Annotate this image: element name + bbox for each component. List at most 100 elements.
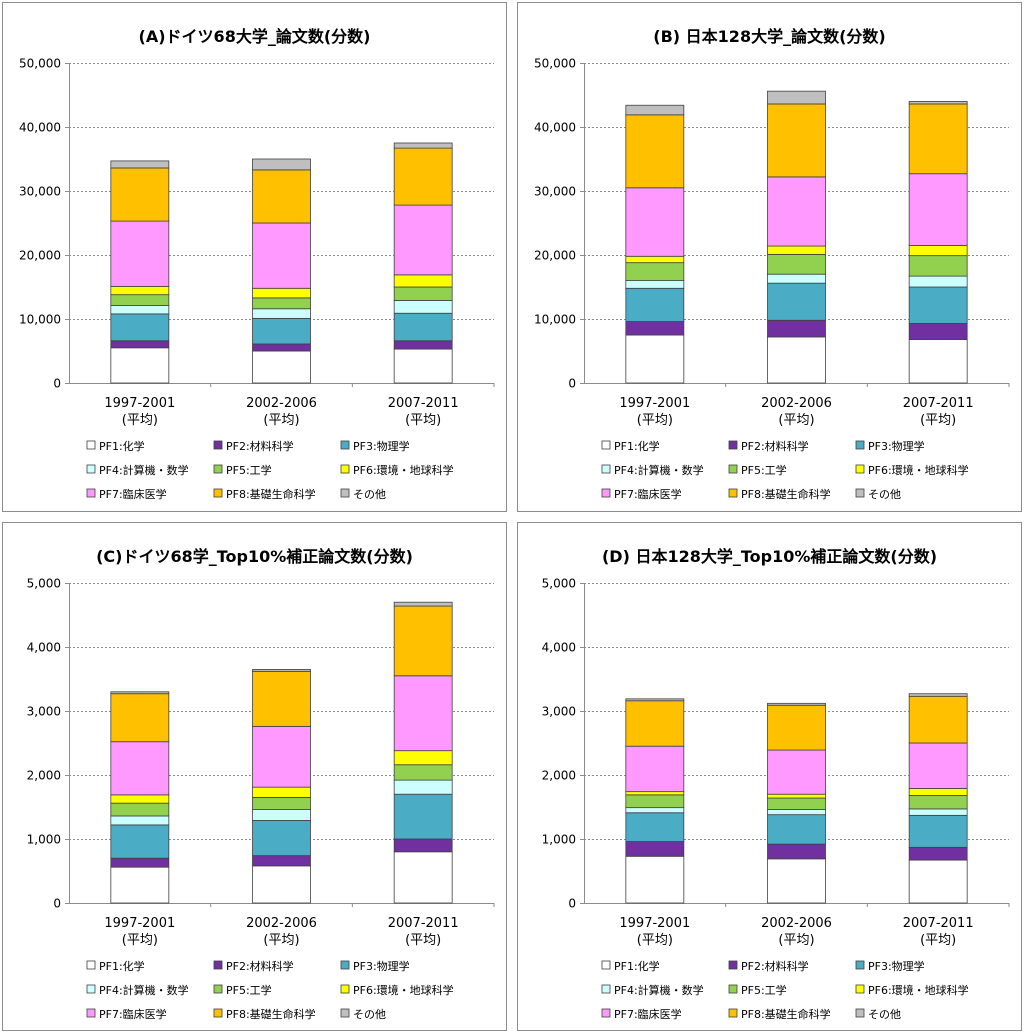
bar-segment-pf8基礎生命科学 [908,695,968,744]
legend-item: PF7:臨床医学 [86,1007,167,1021]
bar-segment-pf1化学 [252,350,311,384]
bar-segment-pf8基礎生命科学 [110,167,170,222]
legend-item: PF3:物理学 [855,959,925,973]
x-tick-label: 2002-2006 [246,916,317,931]
bar-segment-その他 [767,702,826,706]
legend-label: PF4:計算機・数学 [614,983,704,997]
legend-item: PF8:基礎生命科学 [213,1007,316,1021]
chart-title: (C)ドイツ68学_Top10%補正論文数(分数) [96,547,413,566]
legend-swatch [86,488,96,498]
legend-label: PF4:計算機・数学 [99,983,189,997]
bar-segment-pf2材料科学 [393,340,453,350]
y-tick-label: 30,000 [534,185,576,199]
legend-swatch [601,464,611,474]
legend-label: PF6:環境・地球科学 [868,983,969,997]
bar-segment-pf3物理学 [625,812,685,842]
legend-label: PF6:環境・地球科学 [868,463,969,477]
legend-label: PF3:物理学 [353,959,410,973]
chart-panel-b: (B) 日本128大学_論文数(分数) 0 10,000 20,000 30,000 4… [517,2,1022,512]
y-tick-label: 50,000 [19,57,61,71]
bar-segment-pf3物理学 [110,313,170,342]
chart-title: (A)ドイツ68大学_論文数(分数) [138,27,371,46]
legend-item: PF4:計算機・数学 [601,463,704,477]
legend-item: PF7:臨床医学 [601,1007,682,1021]
y-tick-label: 0 [568,897,576,911]
bar-segment-pf5工学 [110,802,170,817]
bar-segment-pf1化学 [908,859,968,904]
bar-segment-pf4計算機・数学 [252,308,311,319]
bar-segment-pf7臨床医学 [252,222,311,289]
bar-segment-pf7臨床医学 [393,204,453,276]
legend-item: PF5:工学 [728,983,787,997]
bar-segment-pf7臨床医学 [625,745,685,793]
legend-item: PF4:計算機・数学 [86,463,189,477]
x-tick-label: 2007-2011 [388,916,459,931]
legend-swatch [340,464,350,474]
x-tick-label: 1997-2001 [104,916,175,931]
bar-stack [393,601,453,904]
bar-segment-pf4計算機・数学 [393,779,453,795]
legend-label: PF8:基礎生命科学 [741,1007,831,1021]
bar-segment-pf1化学 [393,851,453,904]
bar-stack [110,691,170,904]
bar-segment-pf6環境・地球科学 [110,794,170,804]
legend-item: PF6:環境・地球科学 [340,463,454,477]
legend-swatch [855,440,865,450]
bar-segment-pf4計算機・数学 [110,815,170,826]
bar-segment-pf3物理学 [252,820,311,857]
bar-segment-pf6環境・地球科学 [110,285,170,296]
x-tick-label: 1997-2001 [619,916,690,931]
legend-swatch [601,488,611,498]
legend-label: PF4:計算機・数学 [614,463,704,477]
legend-item: PF1:化学 [601,439,660,453]
legend-item: その他 [855,1008,901,1021]
bar-segment-pf5工学 [767,797,826,810]
chart-c-svg: 0 1,000 2,000 3,000 4,000 5,000 1997-2001 (平均) 2… [27,577,495,1021]
legend-label: PF1:化学 [99,439,145,453]
legend-swatch [601,960,611,970]
legend-label: PF2:材料科学 [226,959,294,973]
y-tick-label: 4,000 [27,641,61,655]
bar-segment-pf2材料科学 [908,846,968,861]
legend-swatch [213,488,223,498]
legend-swatch [213,464,223,474]
bar-segment-pf2材料科学 [110,857,170,868]
legend-item: PF7:臨床医学 [86,487,167,501]
legend-swatch [213,1008,223,1018]
legend-swatch [728,464,738,474]
y-tick-label: 40,000 [19,121,61,135]
bar-segment-pf1化学 [110,866,170,904]
bar-segment-pf7臨床医学 [110,741,170,796]
y-tick-label: 1,000 [542,833,576,847]
bar-segment-pf7臨床医学 [767,176,826,247]
bar-segment-pf1化学 [393,348,453,384]
bar-segment-pf2材料科学 [767,843,826,860]
legend-label: PF2:材料科学 [741,959,809,973]
x-tick-label: 2002-2006 [761,396,832,411]
bar-segment-pf2材料科学 [252,343,311,352]
bar-segment-pf4計算機・数学 [767,273,826,284]
chart-a-svg: 0 10,000 20,000 30,000 40,000 50,000 1997-2001… [19,57,495,501]
legend-item: PF5:工学 [213,983,272,997]
legend-item: PF3:物理学 [340,439,410,453]
legend-swatch [340,440,350,450]
legend-item: PF6:環境・地球科学 [340,983,454,997]
legend-swatch [86,1008,96,1018]
bar-segment-その他 [252,158,311,171]
legend-item: PF2:材料科学 [728,959,809,973]
bar-segment-pf4計算機・数学 [625,807,685,814]
y-tick-label: 5,000 [542,577,576,591]
bar-segment-pf1化学 [252,865,311,904]
legend-item: その他 [855,488,901,501]
y-tick-label: 0 [53,377,61,391]
legend-swatch [213,440,223,450]
legend-label: PF3:物理学 [868,439,925,453]
bar-segment-pf6環境・地球科学 [252,786,311,798]
x-tick-label: 1997-2001 [104,396,175,411]
x-tick-label: 2002-2006 [761,916,832,931]
legend-item: その他 [340,488,386,501]
bar-stack [908,693,968,904]
legend-item: PF6:環境・地球科学 [855,983,969,997]
legend-item: PF3:物理学 [855,439,925,453]
bar-segment-pf7臨床医学 [767,749,826,795]
